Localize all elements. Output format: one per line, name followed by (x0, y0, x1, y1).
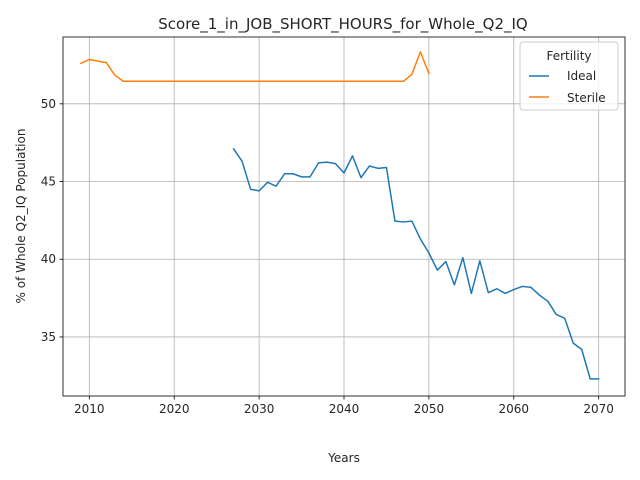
legend: Fertility Ideal Sterile (519, 41, 619, 111)
y-tick-label: 40 (41, 252, 56, 266)
series-line-sterile (79, 51, 430, 83)
legend-label-ideal: Ideal (567, 69, 596, 83)
series-lines (79, 51, 600, 380)
legend-title: Fertility (546, 49, 591, 63)
x-tick-label: 2030 (244, 402, 275, 416)
x-axis-ticks: 2010 2020 2030 2040 2050 2060 2070 (74, 396, 614, 416)
x-tick-label: 2010 (74, 402, 105, 416)
x-tick-label: 2020 (159, 402, 190, 416)
chart-title: Score_1_in_JOB_SHORT_HOURS_for_Whole_Q2_… (158, 15, 527, 34)
y-tick-label: 50 (41, 97, 56, 111)
y-tick-label: 45 (41, 175, 56, 189)
x-tick-label: 2070 (583, 402, 614, 416)
x-axis-title: Years (327, 451, 360, 465)
x-tick-label: 2050 (414, 402, 445, 416)
series-line-ideal (232, 147, 600, 380)
x-tick-label: 2040 (329, 402, 360, 416)
legend-label-sterile: Sterile (567, 91, 606, 105)
y-axis-ticks: 35 40 45 50 (41, 97, 63, 344)
legend-box (519, 41, 619, 111)
y-tick-label: 35 (41, 330, 56, 344)
y-axis-title: % of Whole Q2_IQ Population (14, 129, 28, 304)
x-tick-label: 2060 (499, 402, 530, 416)
